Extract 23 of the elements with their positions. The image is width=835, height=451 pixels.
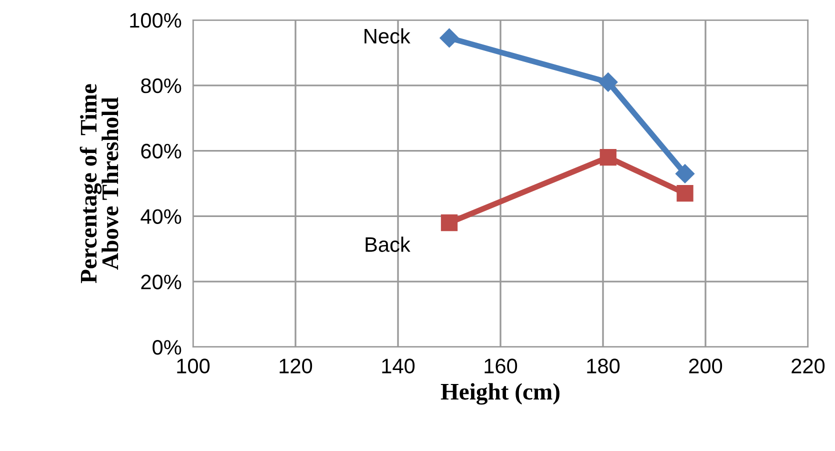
point bbox=[440, 214, 458, 232]
series-label: Back bbox=[366, 236, 410, 252]
x-tick-label: 220 bbox=[792, 358, 825, 374]
x-tick-label: 100 bbox=[177, 358, 210, 374]
x-tick-label: 200 bbox=[689, 358, 722, 374]
y-tick-label: 60% bbox=[141, 144, 182, 159]
point bbox=[598, 72, 618, 92]
y-tick-label: 0% bbox=[152, 340, 182, 355]
y-tick-label: 20% bbox=[141, 274, 182, 290]
point bbox=[675, 164, 695, 184]
y-tick-label: 80% bbox=[141, 78, 182, 94]
y-tick-label: 100% bbox=[130, 13, 182, 28]
point bbox=[676, 184, 694, 202]
series-label: Neck bbox=[364, 28, 410, 44]
y-tick-label: 40% bbox=[140, 209, 182, 224]
point bbox=[600, 149, 616, 166]
x-tick-label: 180 bbox=[587, 358, 620, 374]
x-tick-label: 160 bbox=[484, 358, 518, 374]
x-tick-label: 140 bbox=[382, 358, 415, 374]
y-axis-title: Percentage of Time Above Threshold bbox=[80, 84, 118, 284]
point bbox=[440, 28, 459, 48]
x-axis-title: Height (cm) bbox=[440, 383, 560, 405]
x-tick-label: 120 bbox=[280, 358, 312, 374]
